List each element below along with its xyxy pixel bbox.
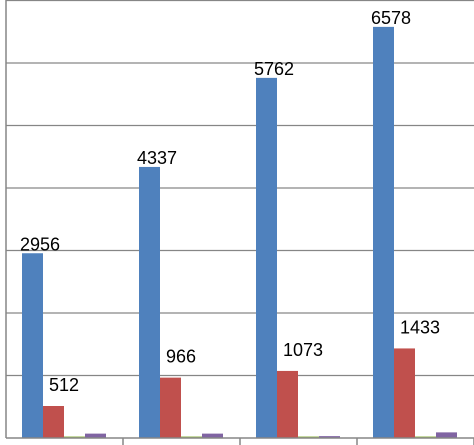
data-label-series-1-group-2: 4337: [137, 148, 177, 168]
data-label-series-1-group-4: 6578: [371, 8, 411, 28]
bar-series-2-group-1: [43, 406, 64, 438]
data-labels: 2956 4337 5762 6578 512 966 1073 1433: [20, 8, 440, 395]
bars: [22, 26, 457, 438]
data-label-series-2-group-2: 966: [166, 347, 196, 367]
bar-series-4-group-1: [85, 433, 106, 438]
bar-series-2-group-2: [160, 377, 181, 438]
data-label-series-1-group-1: 2956: [20, 234, 60, 254]
bar-series-3-group-4: [415, 436, 436, 438]
bar-series-1-group-2: [139, 166, 160, 438]
bar-series-3-group-1: [64, 436, 85, 438]
bar-series-1-group-3: [256, 77, 277, 438]
bar-series-4-group-2: [202, 433, 223, 438]
gridlines: [6, 0, 474, 377]
bar-series-2-group-3: [277, 370, 298, 438]
bar-series-1-group-4: [373, 26, 394, 438]
data-label-series-1-group-3: 5762: [254, 59, 294, 79]
bar-series-2-group-4: [394, 348, 415, 438]
data-label-series-2-group-1: 512: [49, 375, 79, 395]
bar-series-4-group-4: [436, 432, 457, 438]
data-label-series-2-group-3: 1073: [283, 340, 323, 360]
bar-series-3-group-2: [181, 436, 202, 438]
bar-series-4-group-3: [319, 436, 340, 438]
x-axis-ticks: [122, 438, 474, 445]
data-label-series-2-group-4: 1433: [400, 317, 440, 337]
bar-series-1-group-1: [22, 253, 43, 438]
bar-series-3-group-3: [298, 436, 319, 438]
